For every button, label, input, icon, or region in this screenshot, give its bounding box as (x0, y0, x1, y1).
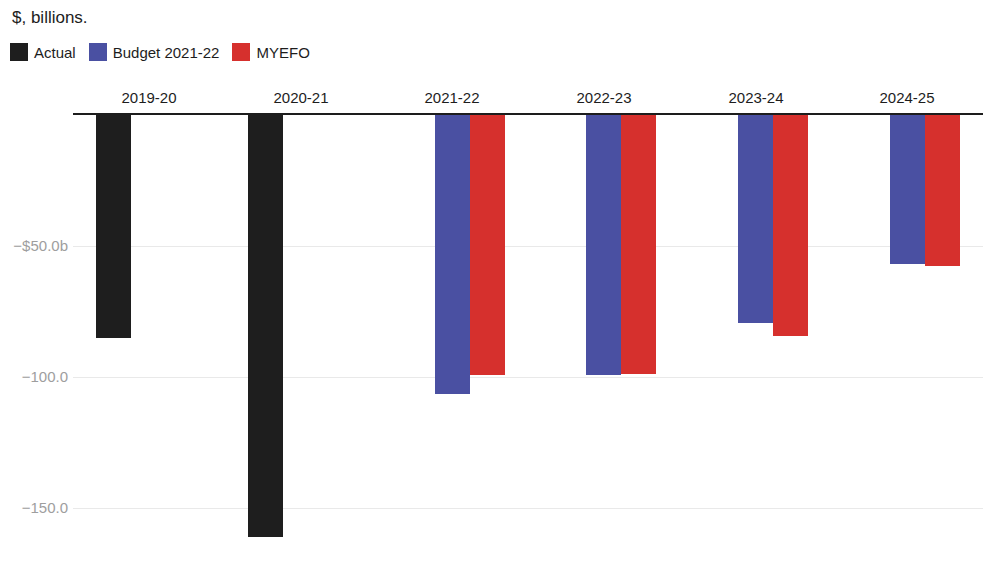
y-axis-label--50: −$50.0b (0, 236, 68, 256)
y-axis-label--150: −150.0 (0, 498, 68, 518)
category-label-2024-25: 2024-25 (832, 88, 982, 108)
bar-myefo-2023-24 (773, 115, 808, 336)
category-label-2021-22: 2021-22 (377, 88, 527, 108)
bar-budget-2021-22-2024-25 (890, 115, 925, 264)
bar-actual-2020-21 (248, 115, 283, 537)
category-label-2022-23: 2022-23 (529, 88, 679, 108)
bar-myefo-2022-23 (621, 115, 656, 374)
bar-myefo-2021-22 (470, 115, 505, 375)
gridline--150 (73, 508, 983, 509)
bar-actual-2019-20 (96, 115, 131, 338)
category-label-2023-24: 2023-24 (681, 88, 831, 108)
category-label-2019-20: 2019-20 (74, 88, 224, 108)
bar-myefo-2024-25 (925, 115, 960, 266)
y-axis-label--100: −100.0 (0, 367, 68, 387)
gridline--50 (73, 246, 983, 247)
bar-budget-2021-22-2022-23 (586, 115, 621, 375)
category-label-2020-21: 2020-21 (226, 88, 376, 108)
deficit-bar-chart: $, billions. Actual Budget 2021-22 MYEFO… (0, 0, 1000, 566)
bar-budget-2021-22-2021-22 (435, 115, 470, 394)
gridline--100 (73, 377, 983, 378)
plot-area: −$50.0b −100.0 −150.0 2019-202020-212021-22… (0, 0, 1000, 566)
x-axis-zero-line (73, 113, 983, 115)
bar-budget-2021-22-2023-24 (738, 115, 773, 323)
